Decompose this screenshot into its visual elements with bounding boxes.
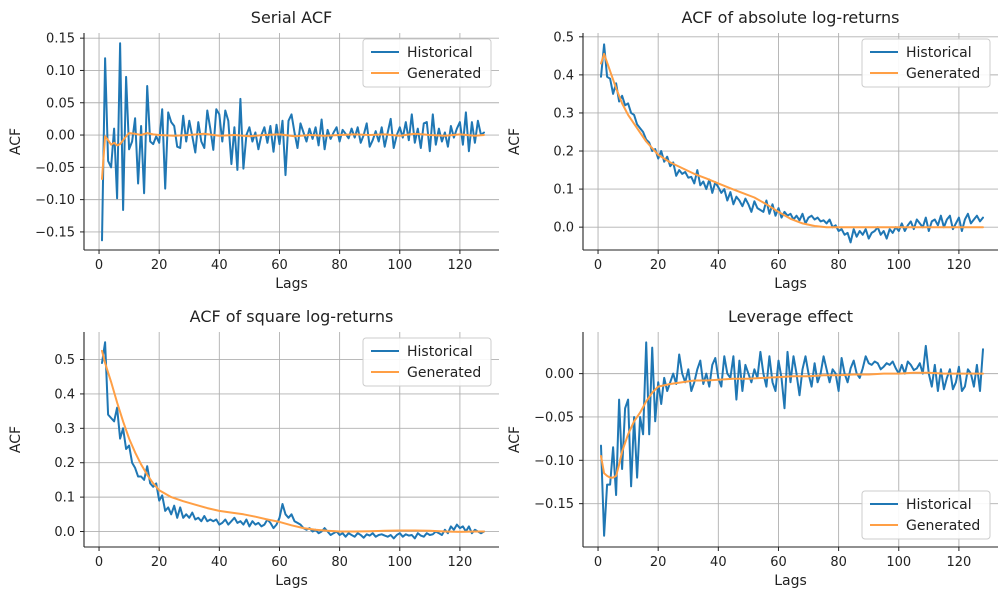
- y-tick-label: 0.4: [54, 387, 75, 402]
- y-tick-label: 0.0: [54, 525, 75, 540]
- x-tick-label: 120: [946, 555, 971, 570]
- x-tick-label: 60: [271, 258, 288, 273]
- x-tick-label: 120: [946, 258, 971, 273]
- x-tick-label: 40: [211, 258, 228, 273]
- y-tick-label: 0.2: [54, 456, 75, 471]
- x-axis-label: Lags: [275, 276, 308, 292]
- subplot-3: 0 20 40 60 80 100 120 0.0 0.1 0.2 0.3 0.4 0.5 ACF of …: [8, 307, 499, 589]
- x-tick-label: 0: [95, 555, 103, 570]
- y-tick-label: 0.3: [54, 422, 75, 437]
- y-tick-label: 0.00: [545, 367, 574, 382]
- x-tick-label: 0: [95, 258, 103, 273]
- y-tick-label: −0.15: [35, 225, 75, 240]
- series-line-historical: [101, 341, 485, 540]
- legend: Historical Generated: [362, 38, 492, 88]
- legend: Historical Generated: [861, 38, 991, 88]
- x-tick-label: 60: [271, 555, 288, 570]
- y-tick-label: 0.5: [553, 30, 574, 45]
- x-tick-label: 40: [710, 555, 727, 570]
- y-tick-label: 0.10: [46, 64, 75, 79]
- x-tick-label: 120: [447, 258, 472, 273]
- x-axis-label: Lags: [774, 573, 807, 589]
- y-tick-label: 0.0: [553, 221, 574, 236]
- legend-label-historical: Historical: [407, 45, 473, 61]
- series-line-generated: [101, 132, 485, 180]
- subplot-title: ACF of square log-returns: [190, 307, 394, 326]
- y-tick-label: 0.05: [46, 96, 75, 111]
- y-axis-label: ACF: [8, 426, 24, 453]
- legend: Historical Generated: [861, 490, 991, 540]
- y-tick-label: −0.05: [534, 410, 574, 425]
- y-tick-label: −0.10: [35, 193, 75, 208]
- x-axis-label: Lags: [275, 573, 308, 589]
- y-tick-label: 0.1: [553, 183, 574, 198]
- x-tick-label: 40: [211, 555, 228, 570]
- legend: Historical Generated: [362, 337, 492, 387]
- y-tick-label: 0.00: [46, 129, 75, 144]
- y-tick-label: −0.05: [35, 161, 75, 176]
- y-axis-label: ACF: [8, 128, 24, 155]
- y-tick-label: 0.2: [553, 145, 574, 160]
- series-line-generated: [101, 349, 485, 533]
- x-tick-label: 80: [331, 258, 348, 273]
- x-tick-label: 20: [650, 258, 667, 273]
- legend-label-generated: Generated: [407, 66, 481, 82]
- x-tick-label: 80: [830, 555, 847, 570]
- subplot-title: Leverage effect: [728, 307, 853, 326]
- subplot-title: Serial ACF: [251, 8, 332, 27]
- legend-label-generated: Generated: [407, 365, 481, 381]
- subplot-2: 0 20 40 60 80 100 120 0.0 0.1 0.2 0.3 0.4 0.5 ACF of …: [507, 8, 998, 292]
- x-tick-label: 0: [594, 258, 602, 273]
- legend-label-historical: Historical: [407, 344, 473, 360]
- subplot-4: 0 20 40 60 80 100 120 −0.15 −0.10 −0.05 0.00 Levera…: [507, 307, 998, 589]
- x-tick-label: 60: [770, 555, 787, 570]
- subplot-title: ACF of absolute log-returns: [682, 8, 900, 27]
- series-line-generated: [600, 371, 984, 479]
- y-axis-label: ACF: [507, 426, 523, 453]
- x-tick-label: 80: [331, 555, 348, 570]
- x-tick-label: 100: [387, 555, 412, 570]
- x-tick-label: 60: [770, 258, 787, 273]
- x-tick-label: 100: [387, 258, 412, 273]
- y-tick-label: 0.1: [54, 491, 75, 506]
- x-tick-label: 100: [886, 555, 911, 570]
- legend-label-historical: Historical: [906, 497, 972, 513]
- x-tick-label: 20: [151, 555, 168, 570]
- x-tick-label: 120: [447, 555, 472, 570]
- x-tick-label: 20: [151, 258, 168, 273]
- x-tick-label: 0: [594, 555, 602, 570]
- x-tick-label: 80: [830, 258, 847, 273]
- series-line-generated: [600, 52, 984, 229]
- y-tick-label: 0.4: [553, 68, 574, 83]
- legend-label-historical: Historical: [906, 45, 972, 61]
- x-tick-label: 40: [710, 258, 727, 273]
- x-axis-label: Lags: [774, 276, 807, 292]
- x-tick-label: 20: [650, 555, 667, 570]
- y-tick-label: −0.10: [534, 454, 574, 469]
- series-line-historical: [101, 42, 485, 242]
- y-tick-label: 0.3: [553, 106, 574, 121]
- legend-label-generated: Generated: [906, 518, 980, 534]
- legend-label-generated: Generated: [906, 66, 980, 82]
- y-tick-label: 0.5: [54, 353, 75, 368]
- series-line-historical: [600, 43, 984, 244]
- x-tick-label: 100: [886, 258, 911, 273]
- series-line-historical: [600, 341, 984, 537]
- y-tick-label: −0.15: [534, 497, 574, 512]
- subplot-1: 0 20 40 60 80 100 120 −0.15 −0.10 −0.05 0.00 0.05 0.…: [8, 8, 499, 292]
- y-tick-label: 0.15: [46, 32, 75, 47]
- y-axis-label: ACF: [507, 128, 523, 155]
